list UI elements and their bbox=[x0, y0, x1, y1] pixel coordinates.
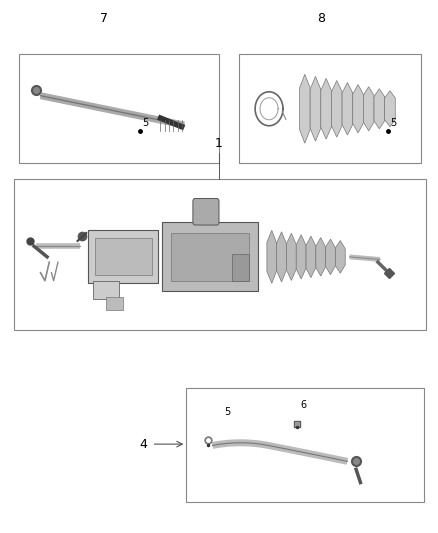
Bar bbox=[186, 389, 424, 503]
Polygon shape bbox=[310, 76, 321, 141]
Bar bbox=[19, 54, 219, 163]
Polygon shape bbox=[325, 239, 336, 274]
Polygon shape bbox=[267, 230, 277, 284]
FancyBboxPatch shape bbox=[193, 198, 219, 225]
Bar bbox=[88, 230, 158, 284]
Polygon shape bbox=[277, 232, 286, 282]
Text: 7: 7 bbox=[100, 12, 108, 25]
Polygon shape bbox=[342, 83, 353, 135]
Polygon shape bbox=[332, 80, 342, 137]
Polygon shape bbox=[316, 238, 325, 276]
Bar bbox=[106, 297, 123, 310]
Bar bbox=[95, 238, 152, 276]
Bar bbox=[232, 254, 250, 281]
Bar bbox=[162, 222, 258, 292]
Polygon shape bbox=[306, 236, 316, 278]
Text: 5: 5 bbox=[390, 118, 396, 128]
Text: 1: 1 bbox=[215, 137, 223, 150]
Text: 4: 4 bbox=[139, 438, 147, 450]
Polygon shape bbox=[321, 78, 332, 139]
Text: 6: 6 bbox=[301, 400, 307, 410]
Polygon shape bbox=[286, 233, 296, 280]
Bar bbox=[171, 233, 250, 281]
Text: 5: 5 bbox=[225, 407, 231, 417]
Polygon shape bbox=[336, 240, 345, 273]
Polygon shape bbox=[374, 88, 385, 129]
Bar bbox=[239, 54, 421, 163]
Polygon shape bbox=[353, 85, 364, 133]
Bar bbox=[14, 179, 426, 330]
Text: 5: 5 bbox=[142, 118, 148, 128]
Polygon shape bbox=[385, 91, 395, 127]
Polygon shape bbox=[300, 74, 310, 143]
Polygon shape bbox=[296, 235, 306, 279]
Bar bbox=[93, 281, 119, 299]
Polygon shape bbox=[364, 87, 374, 131]
Text: 8: 8 bbox=[317, 12, 325, 25]
